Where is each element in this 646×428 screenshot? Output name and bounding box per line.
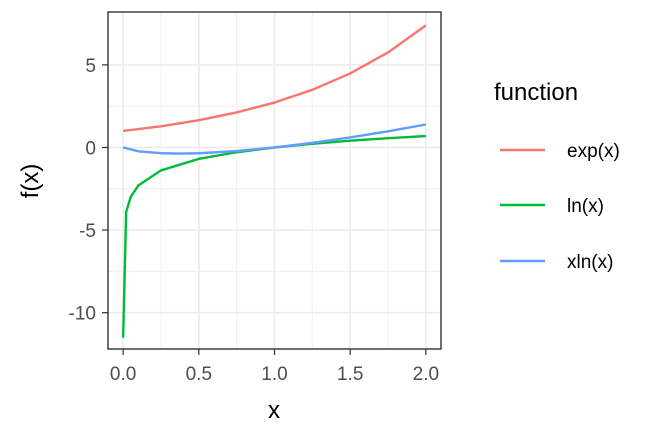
x-tick-label: 1.0: [261, 364, 287, 385]
legend-label-1: ln(x): [567, 196, 604, 217]
y-axis-title: f(x): [17, 164, 44, 199]
legend-label-0: exp(x): [567, 141, 620, 162]
series-line-0: [122, 24, 427, 133]
legend: exp(x) ln(x) xln(x): [500, 141, 620, 273]
legend-title: function: [494, 79, 578, 106]
series-lines: [121, 24, 427, 338]
y-tick-label: 5: [85, 56, 96, 77]
x-tick-label: 2.0: [413, 364, 439, 385]
y-tick-label: -10: [69, 304, 96, 325]
y-tick-labels: 5 0 -5 -10: [69, 56, 96, 325]
series-line-2: [122, 123, 427, 155]
y-tick-label: -5: [79, 221, 96, 242]
x-tick-label: 0.5: [186, 364, 212, 385]
series-line-1: [121, 134, 426, 338]
x-tick-labels: 0.0 0.5 1.0 1.5 2.0: [110, 364, 439, 385]
axis-ticks: [102, 64, 427, 355]
x-tick-label: 1.5: [337, 364, 363, 385]
x-tick-label: 0.0: [110, 364, 136, 385]
legend-label-2: xln(x): [567, 252, 613, 273]
y-tick-label: 0: [85, 138, 96, 159]
x-axis-title: x: [268, 397, 280, 424]
